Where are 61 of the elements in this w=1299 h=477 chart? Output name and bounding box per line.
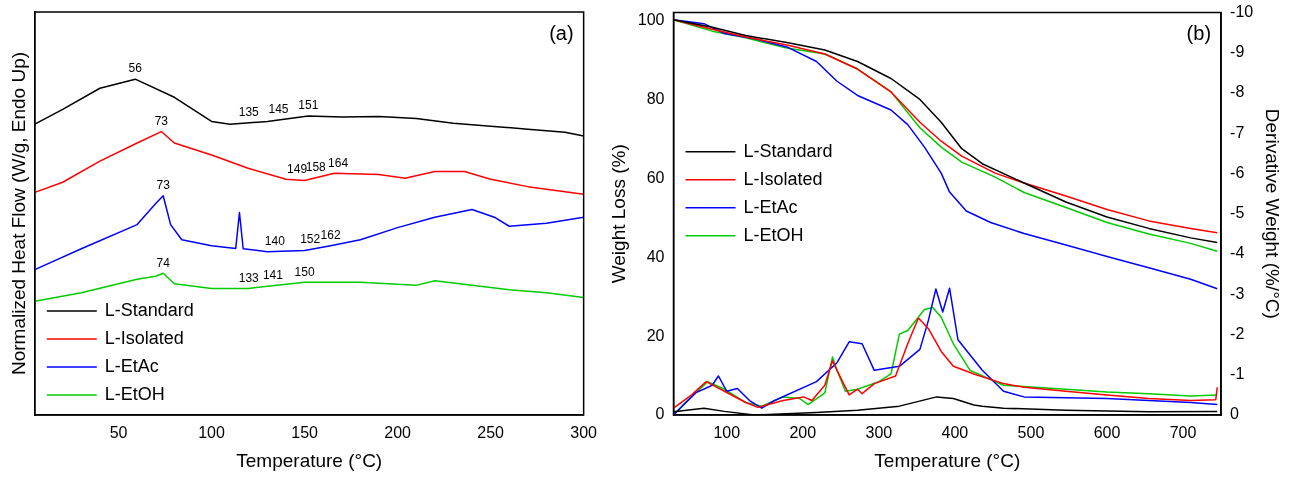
y2-tick-label: -1 bbox=[1230, 365, 1245, 383]
y-tick-label: 80 bbox=[646, 89, 665, 107]
x-tick-label: 300 bbox=[570, 424, 598, 442]
y-axis-title: Weight Loss (%) bbox=[607, 144, 629, 284]
x-tick-label: 100 bbox=[198, 424, 225, 442]
annotation: 141 bbox=[262, 268, 284, 283]
x-tick-label: 50 bbox=[109, 424, 128, 442]
legend-label: L-Standard bbox=[743, 140, 833, 161]
legend-label: L-EtOH bbox=[743, 224, 804, 245]
x-tick-label: 250 bbox=[477, 424, 505, 442]
y2-tick-label: -3 bbox=[1230, 284, 1245, 302]
y-tick-label: 0 bbox=[655, 405, 665, 423]
legend-label: L-Isolated bbox=[104, 327, 184, 348]
legend-label: L-EtAc bbox=[104, 355, 159, 376]
annotation: 150 bbox=[294, 264, 315, 279]
annotation: 164 bbox=[328, 155, 349, 170]
legend-label: L-Isolated bbox=[743, 168, 823, 189]
y-tick-label: 40 bbox=[646, 247, 665, 265]
y-tick-label: 60 bbox=[646, 168, 665, 186]
y-tick-label: 20 bbox=[646, 326, 665, 344]
y-tick-label: 100 bbox=[637, 10, 665, 28]
annotation: 162 bbox=[320, 228, 341, 243]
annotation: 73 bbox=[156, 178, 171, 193]
x-tick-label: 100 bbox=[713, 424, 741, 442]
legend-label: L-EtAc bbox=[743, 196, 798, 217]
x-tick-label: 200 bbox=[384, 424, 412, 442]
x-tick-label: 150 bbox=[291, 424, 319, 442]
annotation: 73 bbox=[154, 113, 169, 128]
y2-tick-label: -8 bbox=[1230, 83, 1245, 101]
annotation: 149 bbox=[287, 162, 308, 177]
legend-label: L-EtOH bbox=[104, 383, 165, 404]
y2-axis-title: Derivative Weight (%/°C) bbox=[1262, 108, 1284, 319]
y2-tick-label: -5 bbox=[1230, 204, 1245, 222]
y2-tick-label: 0 bbox=[1230, 405, 1240, 423]
y2-tick-label: -4 bbox=[1230, 244, 1245, 262]
y2-tick-label: -9 bbox=[1230, 43, 1245, 61]
annotation: 151 bbox=[298, 98, 319, 113]
annotation: 145 bbox=[268, 102, 289, 117]
annotation: 135 bbox=[238, 105, 260, 120]
text: (a) bbox=[549, 21, 574, 44]
y2-tick-label: -6 bbox=[1230, 163, 1245, 181]
x-tick-label: 300 bbox=[865, 424, 893, 442]
x-tick-label: 700 bbox=[1169, 424, 1197, 442]
x-tick-label: 500 bbox=[1017, 424, 1045, 442]
x-tick-label: 400 bbox=[941, 424, 969, 442]
y2-tick-label: -7 bbox=[1230, 123, 1245, 141]
x-tick-label: 200 bbox=[789, 424, 817, 442]
legend-label: L-Standard bbox=[104, 299, 194, 320]
annotation: 74 bbox=[156, 255, 171, 270]
annotation: 152 bbox=[300, 231, 321, 246]
annotation: 158 bbox=[305, 160, 327, 175]
x-tick-label: 600 bbox=[1093, 424, 1121, 442]
y2-tick-label: -10 bbox=[1230, 3, 1254, 21]
annotation: (b) bbox=[1186, 22, 1212, 45]
x-axis-title: Temperature (°C) bbox=[874, 449, 1021, 471]
annotation: 56 bbox=[128, 61, 143, 76]
x-axis-title: Temperature (°C) bbox=[236, 449, 383, 471]
annotation: 133 bbox=[238, 270, 260, 285]
y-axis-title: Normalized Heat Flow (W/g, Endo Up) bbox=[7, 51, 29, 376]
annotation: 140 bbox=[264, 233, 286, 248]
y2-tick-label: -2 bbox=[1230, 324, 1245, 342]
